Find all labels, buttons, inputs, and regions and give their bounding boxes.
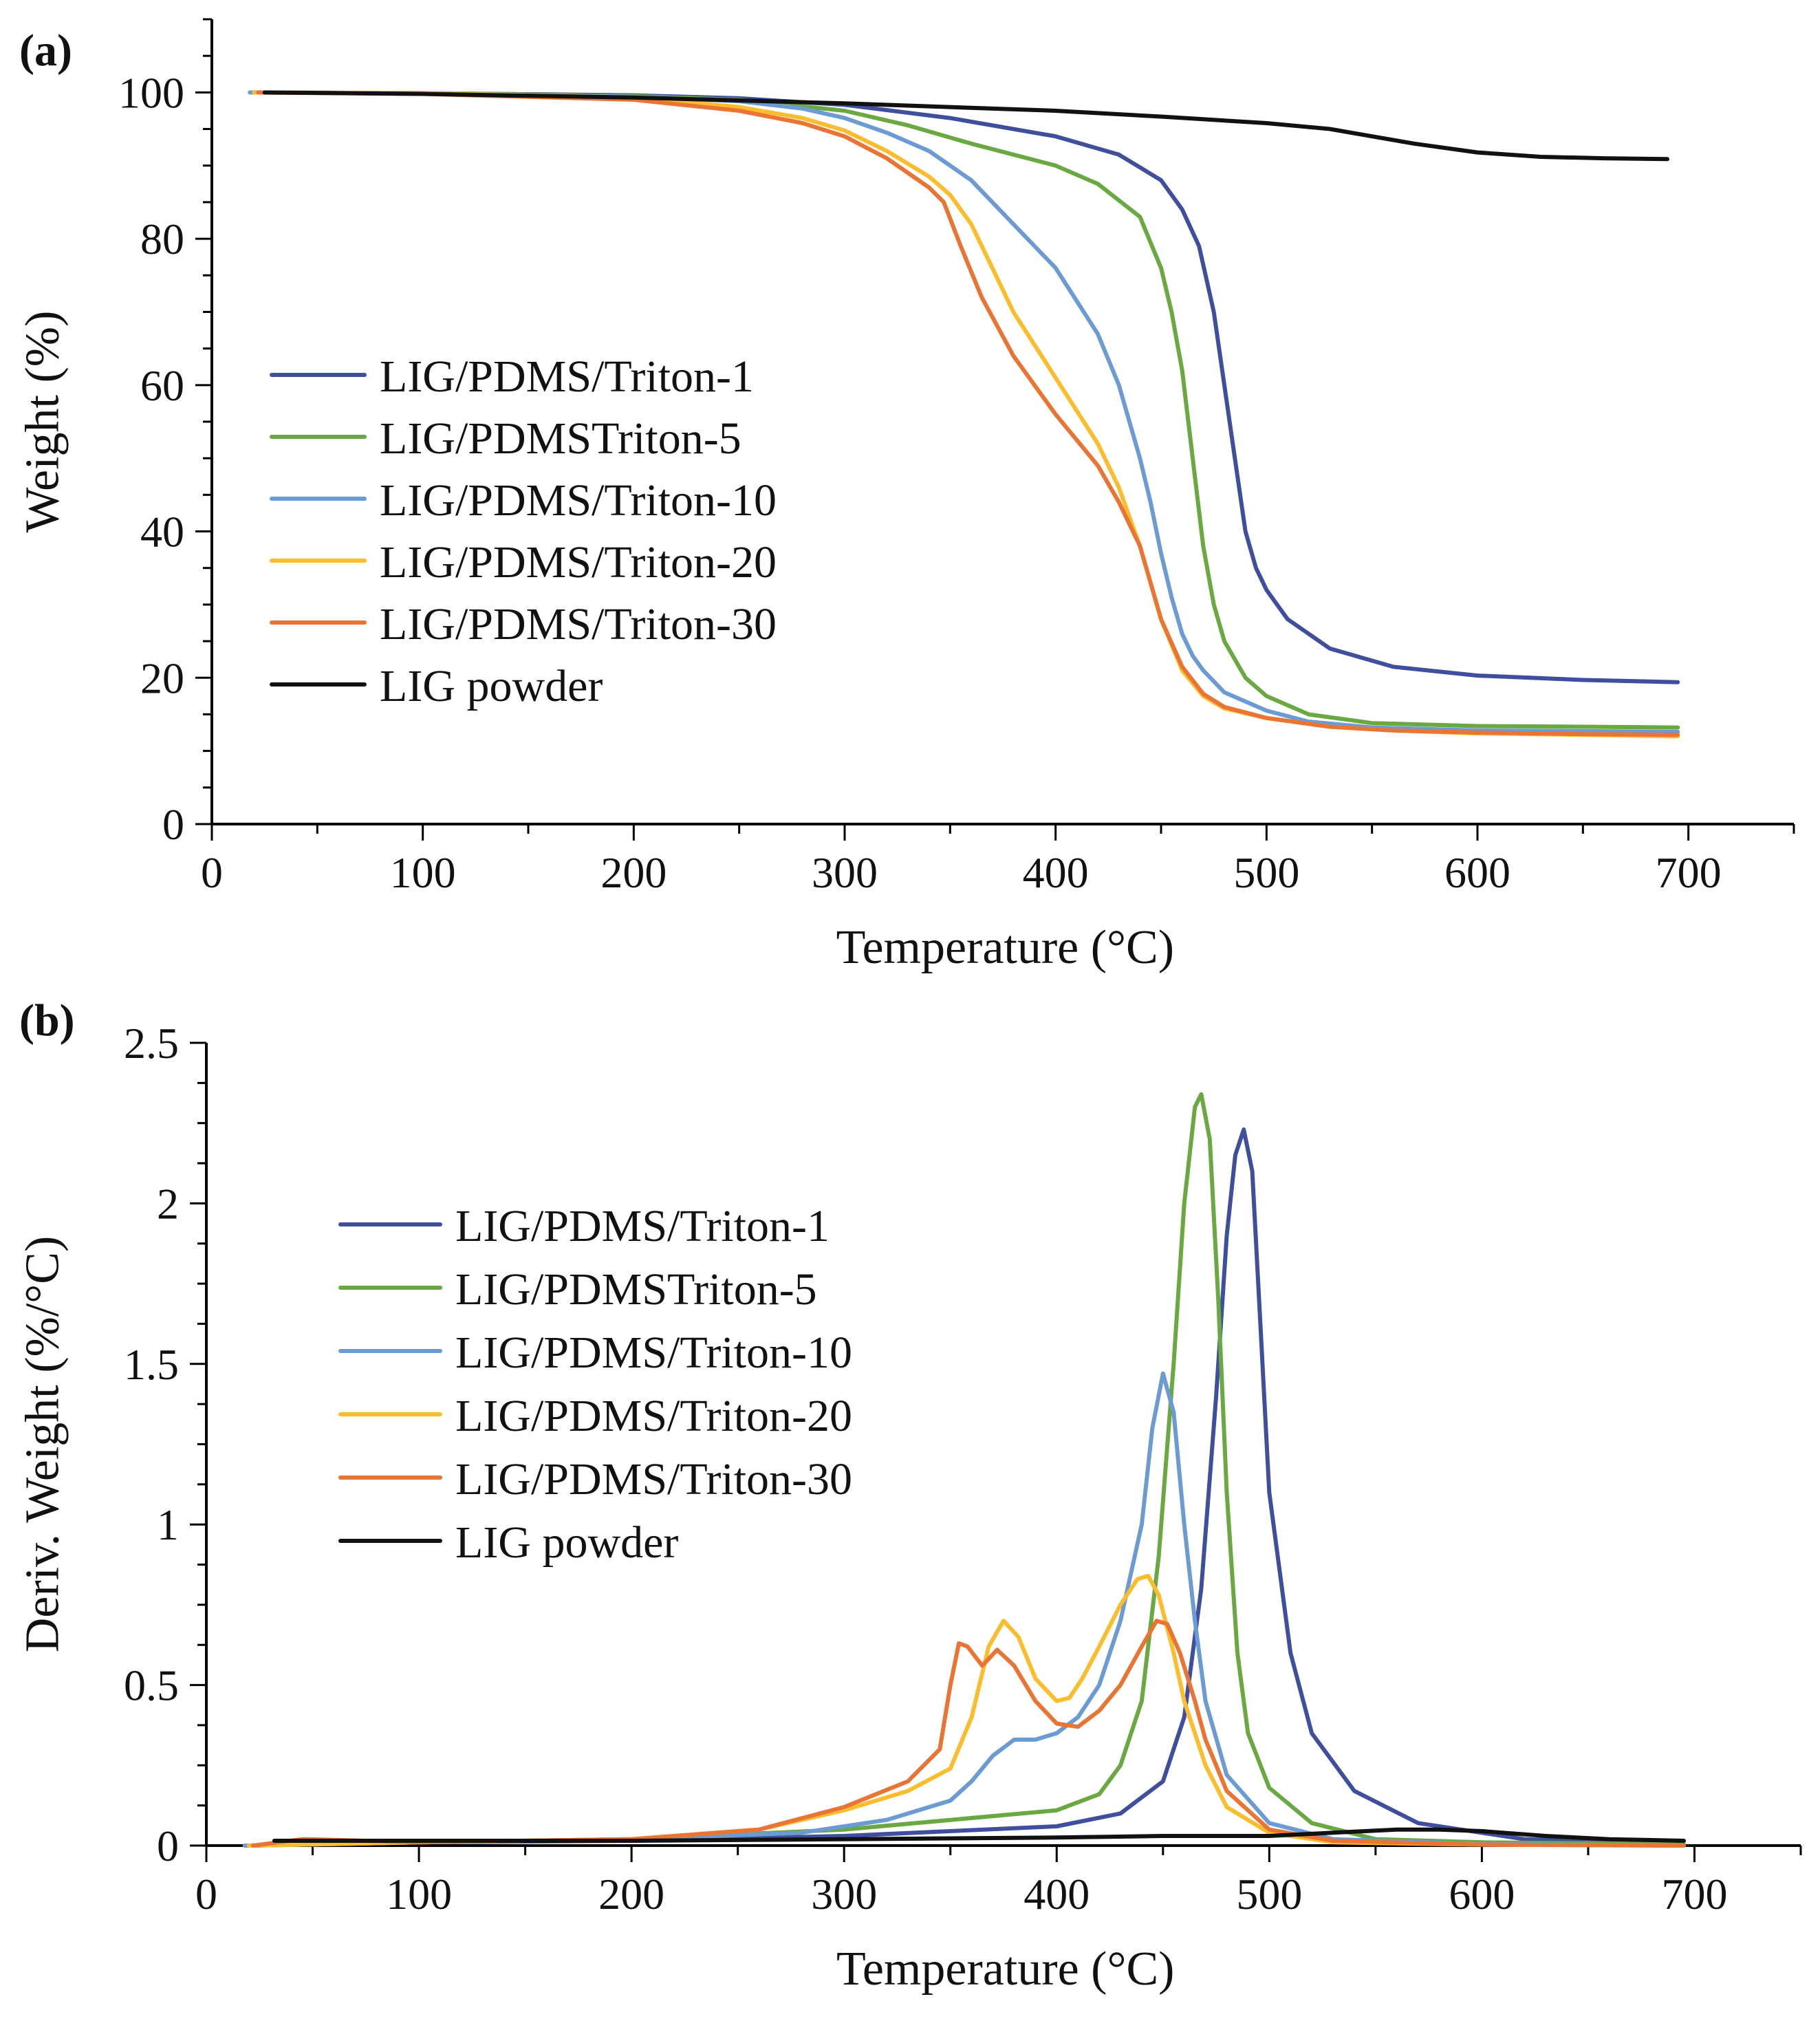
panel-label: (a) — [19, 25, 72, 76]
y-tick-label: 40 — [140, 508, 184, 556]
legend-label-triton10: LIG/PDMS/Triton-10 — [380, 475, 777, 526]
x-tick-label: 400 — [1023, 848, 1089, 897]
series-line-triton5 — [246, 1092, 1686, 1848]
x-tick-label: 600 — [1444, 848, 1510, 897]
x-tick-label: 500 — [1233, 848, 1299, 897]
x-tick-label: 600 — [1449, 1870, 1515, 1918]
x-tick-label: 100 — [386, 1870, 452, 1918]
y-tick-label: 80 — [140, 215, 184, 263]
y-tick-label: 2 — [157, 1179, 179, 1228]
series-line-triton10 — [242, 1371, 1686, 1848]
y-tick-label: 20 — [140, 653, 184, 702]
series-line-lig — [272, 1827, 1686, 1843]
x-tick-label: 0 — [195, 1870, 217, 1918]
series-line-triton20 — [246, 1573, 1686, 1848]
series-line-triton10 — [248, 90, 1680, 734]
x-tick-label: 200 — [600, 848, 667, 897]
legend-label-lig: LIG powder — [455, 1517, 678, 1568]
x-axis-title: Temperature (°C) — [836, 921, 1174, 974]
legend-label-triton30: LIG/PDMS/Triton-30 — [455, 1454, 852, 1504]
series-line-triton5 — [252, 90, 1680, 730]
legend-label-lig: LIG powder — [380, 661, 603, 711]
y-axis-title: Weight (%) — [17, 311, 69, 533]
series-line-lig — [262, 90, 1669, 162]
legend-label-triton20: LIG/PDMS/Triton-20 — [455, 1391, 852, 1441]
series-line-triton1 — [246, 1127, 1686, 1848]
y-tick-label: 1 — [157, 1500, 179, 1549]
y-tick-label: 1.5 — [124, 1340, 179, 1389]
y-tick-label: 0.5 — [124, 1661, 179, 1710]
x-tick-label: 0 — [201, 848, 223, 897]
y-tick-label: 0 — [162, 800, 184, 849]
y-tick-label: 2.5 — [124, 1019, 179, 1068]
y-tick-label: 60 — [140, 361, 184, 410]
legend-label-triton30: LIG/PDMS/Triton-30 — [380, 599, 777, 649]
legend-label-triton5: LIG/PDMSTriton-5 — [380, 413, 741, 464]
legend-label-triton10: LIG/PDMS/Triton-10 — [455, 1328, 852, 1378]
legend-label-triton1: LIG/PDMS/Triton-1 — [380, 352, 754, 402]
series-line-triton30 — [251, 1619, 1686, 1848]
panel-a-weight-chart: (a) 0 100 200 300 400 500 600 700 0 20 40 60 80 100 Tem… — [17, 18, 1795, 974]
x-tick-label: 400 — [1023, 1870, 1090, 1918]
y-tick-label: 100 — [118, 68, 184, 117]
series-line-triton30 — [256, 90, 1680, 737]
legend-label-triton5: LIG/PDMSTriton-5 — [455, 1264, 817, 1315]
panel-b-derivative-chart: (b) 0 100 200 300 400 500 600 700 0 0.5 1 1.5 2 2.5 Tem… — [17, 995, 1802, 1996]
x-tick-label: 300 — [811, 1870, 877, 1918]
x-tick-label: 500 — [1236, 1870, 1302, 1918]
x-tick-label: 100 — [390, 848, 456, 897]
x-tick-label: 200 — [598, 1870, 664, 1918]
x-tick-label: 700 — [1656, 848, 1722, 897]
panel-label: (b) — [19, 995, 75, 1046]
legend-label-triton20: LIG/PDMS/Triton-20 — [380, 537, 777, 587]
x-tick-label: 700 — [1661, 1870, 1727, 1918]
x-axis-title: Temperature (°C) — [836, 1943, 1174, 1996]
legend-label-triton1: LIG/PDMS/Triton-1 — [455, 1201, 830, 1251]
y-axis-title: Deriv. Weight (%/°C) — [17, 1236, 69, 1653]
x-tick-label: 300 — [812, 848, 878, 897]
y-tick-label: 0 — [157, 1822, 179, 1870]
